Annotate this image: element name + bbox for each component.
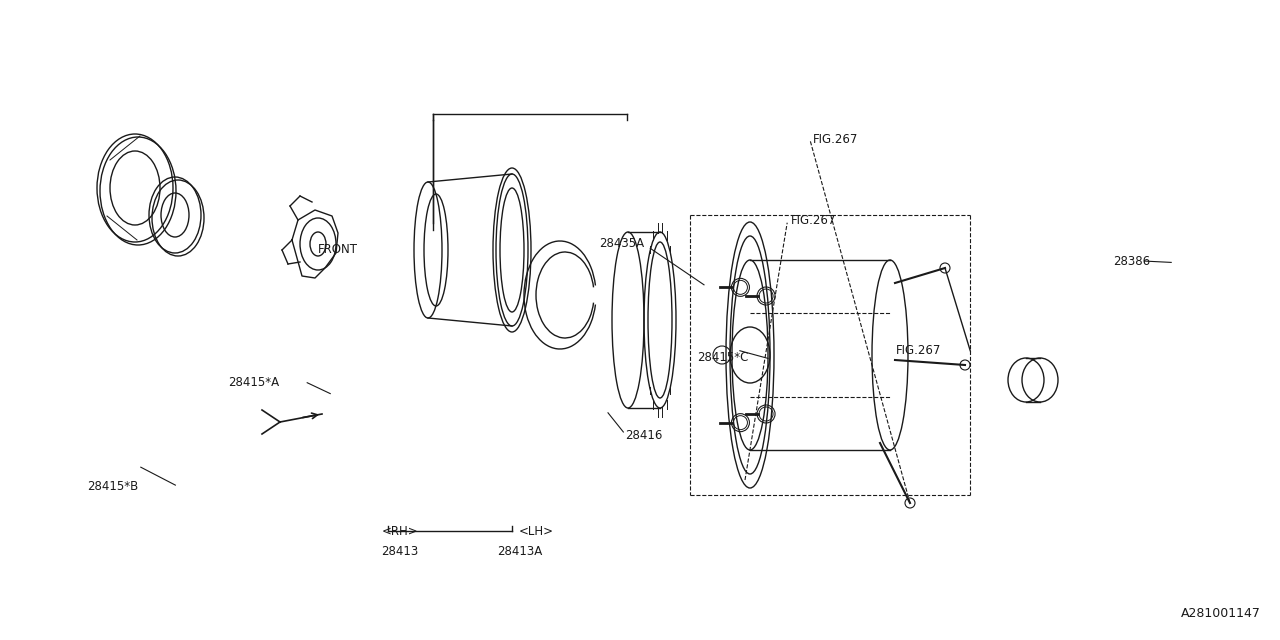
Text: FIG.267: FIG.267 — [813, 133, 858, 146]
Text: 28416: 28416 — [625, 429, 662, 442]
Text: <RH>: <RH> — [381, 525, 419, 538]
Text: 28386: 28386 — [1114, 255, 1151, 268]
Text: A281001147: A281001147 — [1181, 607, 1261, 620]
Text: 28435A: 28435A — [599, 237, 644, 250]
Text: FIG.267: FIG.267 — [791, 214, 836, 227]
Text: 28413A: 28413A — [497, 545, 541, 558]
Text: 28413: 28413 — [381, 545, 419, 558]
Text: 28415*B: 28415*B — [87, 480, 138, 493]
Text: FRONT: FRONT — [317, 243, 357, 256]
Text: 28415*A: 28415*A — [228, 376, 279, 389]
Text: FIG.267: FIG.267 — [896, 344, 941, 357]
Text: <LH>: <LH> — [518, 525, 553, 538]
Text: 28415*C: 28415*C — [698, 351, 749, 364]
